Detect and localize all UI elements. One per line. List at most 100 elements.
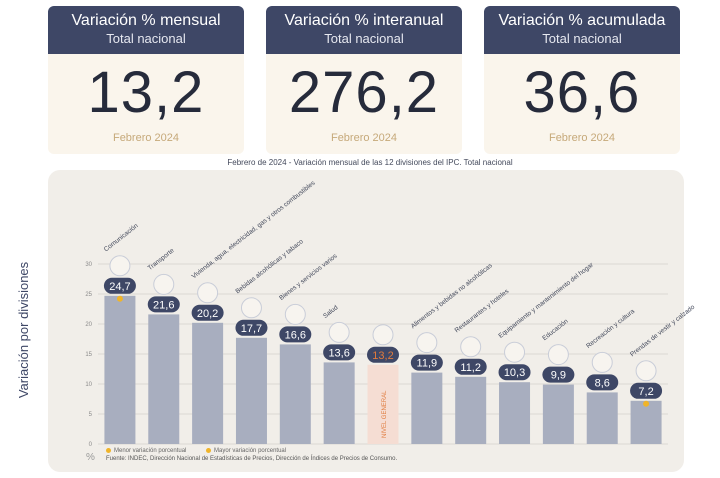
value-badge bbox=[279, 326, 312, 343]
bar-1 bbox=[148, 314, 180, 444]
legend-max-label: Mayor variación porcentual bbox=[214, 448, 287, 455]
data-label: 10,3 bbox=[504, 367, 525, 379]
category-label: Educación bbox=[541, 318, 570, 342]
y-tick-label: 10 bbox=[85, 382, 92, 388]
kpi-subtitle: Total nacional bbox=[542, 31, 622, 46]
legend-max-marker bbox=[206, 448, 212, 453]
kpi-subtitle: Total nacional bbox=[106, 31, 186, 46]
bar-5 bbox=[323, 362, 355, 444]
y-tick-label: 25 bbox=[85, 292, 92, 298]
y-tick-label: 20 bbox=[85, 322, 92, 328]
category-label: Alimentos y bebidas no alcohólicas bbox=[410, 262, 495, 330]
kpi-card-header: Variación % interanual Total nacional bbox=[266, 6, 462, 54]
legend-item-min: Menor variación porcentual bbox=[106, 448, 188, 454]
bar-9 bbox=[499, 382, 531, 444]
value-badge bbox=[367, 346, 399, 363]
category-label: Bienes y servicios varios bbox=[278, 252, 339, 302]
cutlery-icon bbox=[460, 336, 482, 358]
bar-7 bbox=[411, 372, 443, 444]
kpi-subtitle: Total nacional bbox=[324, 31, 404, 46]
category-label: Equipamiento y mantenimiento del hogar bbox=[497, 261, 595, 340]
data-label: 13,2 bbox=[372, 350, 393, 362]
kpi-card-body: 13,2 Febrero 2024 bbox=[48, 54, 244, 154]
value-badge bbox=[410, 354, 443, 371]
data-label: 13,6 bbox=[328, 347, 349, 359]
kpi-card-interannual: Variación % interanual Total nacional 27… bbox=[266, 6, 462, 154]
value-badge bbox=[586, 374, 619, 391]
clothing-icon bbox=[635, 360, 657, 382]
value-badge bbox=[103, 277, 136, 294]
food-bowl-icon bbox=[416, 332, 438, 354]
legend-item-max: Mayor variación porcentual bbox=[206, 448, 286, 454]
y-tick-label: 5 bbox=[89, 412, 93, 418]
data-label: 9,9 bbox=[551, 370, 566, 382]
kpi-value: 276,2 bbox=[288, 60, 440, 125]
kpi-card-body: 276,2 Febrero 2024 bbox=[266, 54, 462, 154]
chart-title: Febrero de 2024 - Variación mensual de l… bbox=[227, 158, 513, 167]
category-label: Recreación y cultura bbox=[585, 308, 636, 350]
value-badge bbox=[454, 358, 487, 375]
lightbulb-icon bbox=[197, 282, 219, 304]
value-badge bbox=[147, 296, 180, 313]
bar-3 bbox=[235, 337, 267, 444]
data-label: 7,2 bbox=[638, 386, 653, 398]
data-label: 20,2 bbox=[197, 308, 218, 320]
bar-2 bbox=[192, 322, 224, 444]
value-badge bbox=[191, 304, 224, 321]
car-icon bbox=[153, 273, 175, 295]
value-badge bbox=[630, 382, 663, 399]
kpi-period: Febrero 2024 bbox=[112, 132, 180, 144]
bar-10 bbox=[542, 384, 574, 444]
category-label: Comunicación bbox=[103, 222, 140, 253]
category-label: Transporte bbox=[147, 247, 176, 272]
umbrella-icon bbox=[591, 351, 613, 373]
shopping-basket-icon bbox=[372, 324, 394, 346]
category-label: Salud bbox=[322, 304, 340, 320]
kpi-title: Variación % acumulada bbox=[498, 12, 666, 29]
category-label: Restaurantes y hoteles bbox=[454, 287, 511, 334]
kpi-title: Variación % mensual bbox=[71, 12, 221, 29]
toolbox-icon bbox=[504, 341, 526, 363]
kpi-value: 36,6 bbox=[523, 60, 641, 125]
min-marker bbox=[643, 400, 650, 407]
value-badge bbox=[323, 344, 356, 361]
value-badge bbox=[235, 319, 268, 336]
kpi-card-accumulated: Variación % acumulada Total nacional 36,… bbox=[484, 6, 680, 154]
data-label: 8,6 bbox=[595, 377, 610, 389]
data-label: 16,6 bbox=[285, 329, 306, 341]
bottles-icon bbox=[240, 297, 262, 319]
legend-min-label: Menor variación porcentual bbox=[114, 448, 187, 455]
kpi-title: Variación % interanual bbox=[284, 12, 444, 29]
y-tick-label: 0 bbox=[89, 442, 93, 448]
bar-0 bbox=[104, 295, 136, 444]
percent-sign: % bbox=[86, 452, 95, 463]
legend-min-marker bbox=[106, 448, 111, 453]
kpi-card-monthly: Variación % mensual Total nacional 13,2 … bbox=[48, 6, 244, 154]
data-label: 11,2 bbox=[460, 362, 481, 374]
bar-11 bbox=[586, 392, 618, 444]
max-marker bbox=[116, 295, 123, 302]
phone-icon bbox=[109, 255, 131, 277]
source-footnote: Fuente: INDEC, Dirección Nacional de Est… bbox=[106, 456, 398, 462]
value-badge bbox=[542, 366, 575, 383]
category-label: NIVEL GENERAL bbox=[382, 390, 388, 438]
bar-12 bbox=[630, 400, 662, 444]
kpi-period: Febrero 2024 bbox=[330, 132, 398, 144]
bar-8 bbox=[455, 376, 487, 444]
y-tick-label: 15 bbox=[85, 352, 92, 358]
kpi-card-header: Variación % mensual Total nacional bbox=[48, 6, 244, 54]
data-label: 11,9 bbox=[417, 358, 438, 370]
health-cross-icon bbox=[328, 321, 350, 343]
category-label: Vivienda, agua, electricidad, gas y otro… bbox=[191, 179, 318, 280]
category-label: Prendas de vestir y calzado bbox=[629, 303, 697, 358]
kpi-card-body: 36,6 Febrero 2024 bbox=[484, 54, 680, 154]
bar-6 bbox=[367, 364, 399, 444]
kpi-period: Febrero 2024 bbox=[548, 132, 616, 144]
kpi-card-header: Variación % acumulada Total nacional bbox=[484, 6, 680, 54]
value-badge bbox=[498, 364, 531, 381]
legend: Menor variación porcentual Mayor variaci… bbox=[106, 448, 304, 454]
data-label: 21,6 bbox=[153, 299, 174, 311]
kpi-value: 13,2 bbox=[87, 60, 205, 125]
data-label: 24,7 bbox=[109, 281, 130, 293]
